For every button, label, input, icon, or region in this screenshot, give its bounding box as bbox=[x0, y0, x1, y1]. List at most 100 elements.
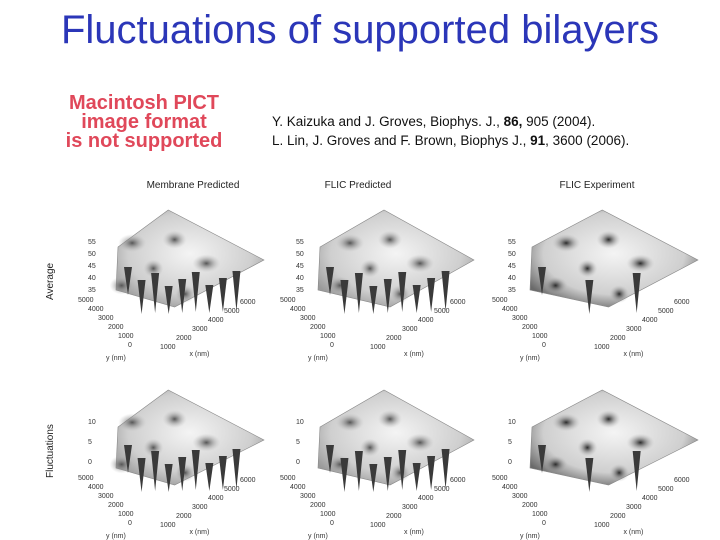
z-tick-label: 0 bbox=[88, 459, 92, 466]
x-tick-label: 1000 bbox=[160, 522, 176, 529]
y-tick-label: 0 bbox=[128, 520, 132, 527]
x-tick-label: 4000 bbox=[208, 495, 224, 502]
y-tick-label: 5000 bbox=[78, 475, 94, 482]
x-axis-label: x (nm) bbox=[189, 529, 209, 536]
z-tick-label: 40 bbox=[508, 275, 516, 282]
x-tick-label: 3000 bbox=[626, 504, 642, 511]
x-axis-label: x (nm) bbox=[189, 351, 209, 358]
reference-1: Y. Kaizuka and J. Groves, Biophys. J., 8… bbox=[272, 114, 596, 129]
x-tick-label: 6000 bbox=[240, 299, 256, 306]
y-tick-label: 5000 bbox=[78, 297, 94, 304]
z-tick-label: 50 bbox=[296, 251, 304, 258]
x-tick-label: 1000 bbox=[370, 344, 386, 351]
x-tick-label: 1000 bbox=[594, 344, 610, 351]
x-tick-label: 2000 bbox=[386, 335, 402, 342]
z-tick-label: 5 bbox=[508, 439, 512, 446]
z-tick-label: 5 bbox=[296, 439, 300, 446]
x-tick-label: 1000 bbox=[594, 522, 610, 529]
y-tick-label: 1000 bbox=[118, 511, 134, 518]
y-tick-label: 0 bbox=[128, 342, 132, 349]
y-tick-label: 3000 bbox=[512, 315, 528, 322]
z-tick-label: 0 bbox=[296, 459, 300, 466]
z-tick-label: 45 bbox=[296, 263, 304, 270]
x-tick-label: 3000 bbox=[626, 326, 642, 333]
column-title-flic-experiment: FLIC Experiment bbox=[559, 180, 635, 191]
slide-title: Fluctuations of supported bilayers bbox=[60, 8, 660, 52]
x-tick-label: 1000 bbox=[160, 344, 176, 351]
x-tick-label: 5000 bbox=[224, 486, 240, 493]
y-tick-label: 2000 bbox=[108, 502, 124, 509]
surface-plot-fluct-membrane: 1050500040003000200010000600050004000300… bbox=[78, 389, 265, 540]
reference-2: L. Lin, J. Groves and F. Brown, Biophys … bbox=[272, 133, 630, 148]
y-tick-label: 5000 bbox=[280, 297, 296, 304]
x-axis-label: x (nm) bbox=[404, 529, 424, 536]
y-axis-label: y (nm) bbox=[308, 533, 328, 540]
z-tick-label: 35 bbox=[296, 287, 304, 294]
surface-plot-fluct-flic-predicted: 1050500040003000200010000600050004000300… bbox=[280, 389, 475, 540]
y-axis-label: y (nm) bbox=[520, 355, 540, 362]
z-tick-label: 50 bbox=[88, 251, 96, 258]
y-tick-label: 4000 bbox=[290, 306, 306, 313]
y-tick-label: 4000 bbox=[502, 306, 518, 313]
surface-plot-average-flic-predicted: 5550454035500040003000200010000600050004… bbox=[280, 209, 475, 362]
y-axis-label: y (nm) bbox=[520, 533, 540, 540]
y-tick-label: 2000 bbox=[310, 324, 326, 331]
z-tick-label: 5 bbox=[88, 439, 92, 446]
z-tick-label: 35 bbox=[508, 287, 516, 294]
x-tick-label: 6000 bbox=[450, 477, 466, 484]
y-tick-label: 1000 bbox=[320, 511, 336, 518]
x-tick-label: 5000 bbox=[658, 308, 674, 315]
x-tick-label: 4000 bbox=[208, 317, 224, 324]
x-tick-label: 6000 bbox=[450, 299, 466, 306]
y-tick-label: 2000 bbox=[108, 324, 124, 331]
z-tick-label: 40 bbox=[88, 275, 96, 282]
y-tick-label: 4000 bbox=[88, 306, 104, 313]
z-tick-label: 10 bbox=[508, 419, 516, 426]
x-tick-label: 3000 bbox=[402, 326, 418, 333]
y-tick-label: 0 bbox=[330, 342, 334, 349]
pict-line-1: Macintosh PICT bbox=[68, 92, 219, 114]
z-tick-label: 0 bbox=[508, 459, 512, 466]
y-axis-label: y (nm) bbox=[106, 355, 126, 362]
y-tick-label: 4000 bbox=[88, 484, 104, 491]
z-tick-label: 10 bbox=[296, 419, 304, 426]
y-tick-label: 0 bbox=[542, 342, 546, 349]
y-tick-label: 4000 bbox=[502, 484, 518, 491]
pict-line-2: image format bbox=[81, 111, 207, 133]
x-tick-label: 4000 bbox=[642, 317, 658, 324]
y-axis-label: y (nm) bbox=[308, 355, 328, 362]
x-tick-label: 2000 bbox=[176, 513, 192, 520]
surface-plot-fluct-flic-experiment: 1050500040003000200010000600050004000300… bbox=[492, 389, 699, 540]
y-tick-label: 4000 bbox=[290, 484, 306, 491]
row-label-fluctuations: Fluctuations bbox=[45, 424, 56, 478]
unsupported-image-placeholder: Macintosh PICT image format is not suppo… bbox=[34, 92, 254, 151]
references: Y. Kaizuka and J. Groves, Biophys. J., 8… bbox=[272, 112, 629, 150]
z-tick-label: 55 bbox=[88, 239, 96, 246]
x-tick-label: 2000 bbox=[610, 513, 626, 520]
x-tick-label: 6000 bbox=[240, 477, 256, 484]
y-tick-label: 1000 bbox=[532, 333, 548, 340]
x-tick-label: 4000 bbox=[642, 495, 658, 502]
surface-plot-average-flic-experiment: 5550454035500040003000200010000600050004… bbox=[492, 209, 699, 362]
y-tick-label: 3000 bbox=[98, 493, 114, 500]
x-tick-label: 1000 bbox=[370, 522, 386, 529]
x-tick-label: 5000 bbox=[658, 486, 674, 493]
x-tick-label: 3000 bbox=[402, 504, 418, 511]
x-axis-label: x (nm) bbox=[404, 351, 424, 358]
y-tick-label: 1000 bbox=[118, 333, 134, 340]
x-tick-label: 2000 bbox=[610, 335, 626, 342]
y-tick-label: 0 bbox=[330, 520, 334, 527]
y-tick-label: 2000 bbox=[522, 502, 538, 509]
y-tick-label: 5000 bbox=[492, 297, 508, 304]
y-tick-label: 3000 bbox=[98, 315, 114, 322]
y-tick-label: 3000 bbox=[300, 315, 316, 322]
x-axis-label: x (nm) bbox=[623, 529, 643, 536]
z-tick-label: 50 bbox=[508, 251, 516, 258]
y-tick-label: 0 bbox=[542, 520, 546, 527]
y-tick-label: 3000 bbox=[512, 493, 528, 500]
y-tick-label: 5000 bbox=[492, 475, 508, 482]
x-axis-label: x (nm) bbox=[623, 351, 643, 358]
z-tick-label: 40 bbox=[296, 275, 304, 282]
x-tick-label: 3000 bbox=[192, 326, 208, 333]
column-title-membrane-predicted: Membrane Predicted bbox=[146, 180, 240, 191]
